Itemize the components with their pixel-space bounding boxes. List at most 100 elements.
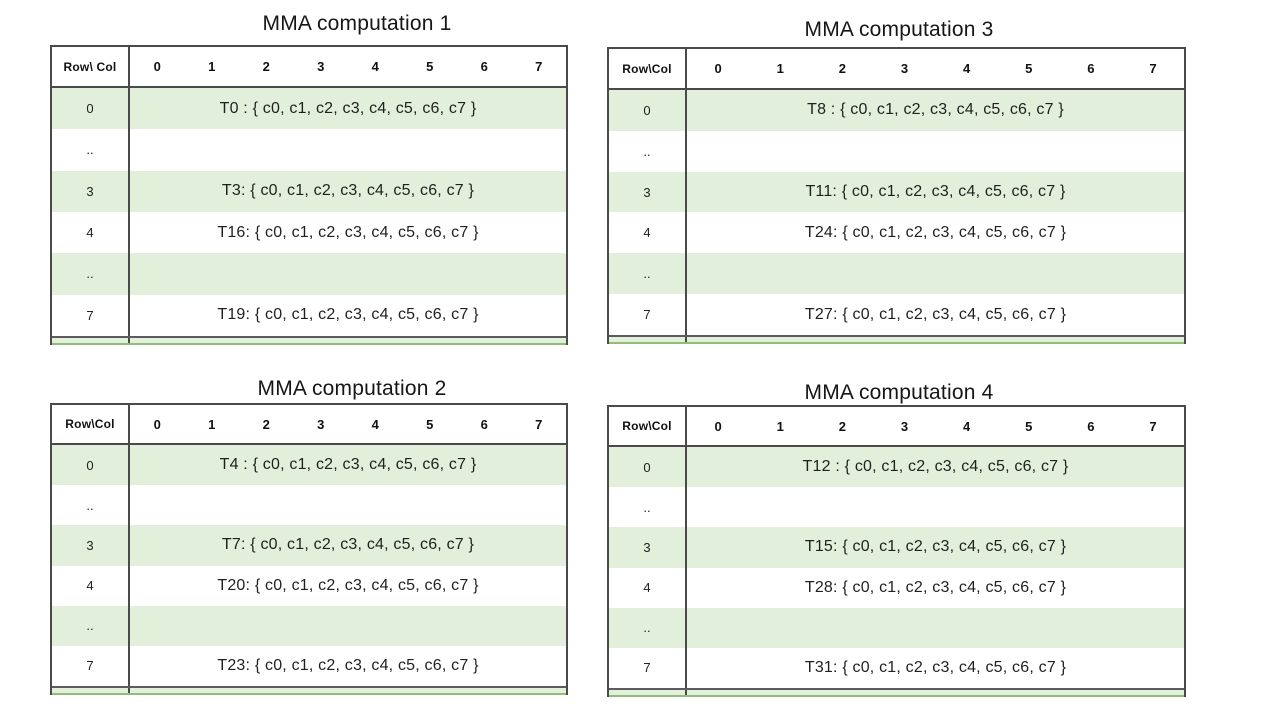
- col-header: 5: [1025, 61, 1033, 76]
- mma-table-3: Row\Col 0 1 2 3 4 5 6 7 0 T8 : { c0, c1,…: [607, 47, 1186, 344]
- header-row: Row\Col 0 1 2 3 4 5 6 7: [609, 49, 1184, 90]
- sliver-label-cell: [52, 337, 130, 343]
- row-value: T23: { c0, c1, c2, c3, c4, c5, c6, c7 }: [217, 656, 479, 674]
- table-title-mma-3: MMA computation 3: [804, 18, 994, 41]
- table-title-mma-2: MMA computation 2: [257, 377, 447, 400]
- row-label: ..: [52, 253, 130, 295]
- col-header: 6: [1087, 418, 1095, 434]
- row-value: T8 : { c0, c1, c2, c3, c4, c5, c6, c7 }: [807, 101, 1064, 119]
- sliver-data-cell: [687, 337, 1184, 342]
- sliver-data-cell: [130, 338, 566, 343]
- cut-off-row-sliver: [609, 334, 1184, 344]
- col-header: 6: [480, 59, 488, 74]
- row-label: 3: [609, 527, 687, 568]
- row-value: T7: { c0, c1, c2, c3, c4, c5, c6, c7 }: [221, 536, 475, 554]
- corner-header-cell: Row\Col: [609, 407, 687, 445]
- table-row: ..: [52, 485, 566, 526]
- row-value: [687, 131, 1184, 172]
- row-value: [130, 606, 566, 646]
- table-row: 3 T15: { c0, c1, c2, c3, c4, c5, c6, c7 …: [609, 527, 1184, 568]
- table-row: ..: [52, 253, 566, 295]
- table-title-mma-1: MMA computation 1: [262, 12, 452, 35]
- col-header: 3: [317, 416, 325, 432]
- col-header: 1: [208, 59, 216, 74]
- row-label: ..: [609, 607, 687, 648]
- row-label: 7: [609, 647, 687, 689]
- row-label: 3: [52, 525, 130, 566]
- corner-header-cell: Row\Col: [52, 405, 130, 443]
- sliver-data-cell: [130, 688, 566, 693]
- col-header: 7: [535, 59, 543, 74]
- column-headers: 0 1 2 3 4 5 6 7: [130, 405, 566, 443]
- table-row: 4 T24: { c0, c1, c2, c3, c4, c5, c6, c7 …: [609, 212, 1184, 254]
- col-header: 1: [776, 61, 784, 76]
- row-value: [687, 253, 1184, 294]
- row-value: T28: { c0, c1, c2, c3, c4, c5, c6, c7 }: [804, 578, 1067, 596]
- row-value: T4 : { c0, c1, c2, c3, c4, c5, c6, c7 }: [219, 456, 477, 474]
- row-label: 7: [52, 294, 130, 336]
- corner-header-cell: Row\ Col: [52, 47, 130, 86]
- cut-off-row-sliver: [52, 686, 566, 696]
- table-row: 4 T28: { c0, c1, c2, c3, c4, c5, c6, c7 …: [609, 567, 1184, 608]
- col-header: 3: [317, 59, 325, 74]
- col-header: 0: [714, 418, 722, 434]
- sliver-label-cell: [609, 336, 687, 342]
- row-label: ..: [52, 485, 130, 526]
- row-value: T11: { c0, c1, c2, c3, c4, c5, c6, c7 }: [805, 183, 1066, 201]
- col-header: 0: [153, 59, 161, 74]
- table-row: ..: [609, 487, 1184, 528]
- row-value: T15: { c0, c1, c2, c3, c4, c5, c6, c7 }: [804, 538, 1067, 556]
- sliver-label-cell: [609, 690, 687, 696]
- mma-table-1: Row\ Col 0 1 2 3 4 5 6 7 0 T0 : { c0, c1…: [50, 45, 568, 345]
- col-header: 4: [371, 59, 379, 74]
- col-header: 3: [900, 61, 909, 76]
- row-label: ..: [52, 605, 130, 646]
- cut-off-row-sliver: [609, 688, 1184, 698]
- col-header: 7: [1149, 418, 1157, 434]
- table-row: 7 T23: { c0, c1, c2, c3, c4, c5, c6, c7 …: [52, 645, 566, 687]
- col-header: 7: [1149, 61, 1157, 76]
- table-row: 3 T11: { c0, c1, c2, c3, c4, c5, c6, c7 …: [609, 171, 1184, 213]
- row-label: 7: [52, 645, 130, 687]
- table-row: 3 T7: { c0, c1, c2, c3, c4, c5, c6, c7 }: [52, 525, 566, 566]
- row-value: T3: { c0, c1, c2, c3, c4, c5, c6, c7 }: [221, 182, 475, 200]
- table-row: ..: [609, 607, 1184, 648]
- table-row: 4 T16: { c0, c1, c2, c3, c4, c5, c6, c7 …: [52, 211, 566, 254]
- col-header: 2: [262, 416, 270, 432]
- table-row: 0 T12 : { c0, c1, c2, c3, c4, c5, c6, c7…: [609, 447, 1184, 488]
- row-label: 0: [609, 447, 687, 488]
- mma-table-4: Row\Col 0 1 2 3 4 5 6 7 0 T12 : { c0, c1…: [607, 405, 1186, 698]
- row-label: 0: [609, 90, 687, 131]
- row-label: 7: [609, 294, 687, 335]
- table-row: 7 T27: { c0, c1, c2, c3, c4, c5, c6, c7 …: [609, 294, 1184, 335]
- row-label: 3: [609, 171, 687, 213]
- col-header: 1: [776, 418, 784, 434]
- col-header: 5: [426, 416, 434, 432]
- row-value: [130, 485, 566, 525]
- table-row: 0 T8 : { c0, c1, c2, c3, c4, c5, c6, c7 …: [609, 90, 1184, 131]
- row-value: T24: { c0, c1, c2, c3, c4, c5, c6, c7 }: [804, 223, 1067, 241]
- row-label: 0: [52, 88, 130, 130]
- row-label: 3: [52, 170, 130, 212]
- row-value: [687, 608, 1184, 648]
- row-value: T0 : { c0, c1, c2, c3, c4, c5, c6, c7 }: [219, 99, 477, 117]
- row-label: 4: [609, 567, 687, 608]
- col-header: 6: [480, 416, 488, 432]
- row-label: ..: [609, 253, 687, 295]
- row-label: ..: [52, 129, 130, 171]
- row-value: T20: { c0, c1, c2, c3, c4, c5, c6, c7 }: [217, 576, 479, 594]
- row-label: ..: [609, 130, 687, 172]
- header-row: Row\ Col 0 1 2 3 4 5 6 7: [52, 47, 566, 88]
- col-header: 2: [838, 61, 846, 76]
- table-row: 0 T4 : { c0, c1, c2, c3, c4, c5, c6, c7 …: [52, 445, 566, 486]
- header-row: Row\Col 0 1 2 3 4 5 6 7: [52, 405, 566, 445]
- mma-table-2: Row\Col 0 1 2 3 4 5 6 7 0 T4 : { c0, c1,…: [50, 403, 568, 696]
- row-value: [130, 129, 566, 170]
- row-value: T19: { c0, c1, c2, c3, c4, c5, c6, c7 }: [217, 306, 479, 324]
- row-label: 4: [52, 211, 130, 254]
- table-row: 7 T19: { c0, c1, c2, c3, c4, c5, c6, c7 …: [52, 294, 566, 336]
- row-value: T27: { c0, c1, c2, c3, c4, c5, c6, c7 }: [804, 305, 1067, 323]
- col-header: 4: [962, 418, 971, 434]
- col-header: 0: [153, 416, 161, 432]
- col-header: 1: [208, 416, 216, 432]
